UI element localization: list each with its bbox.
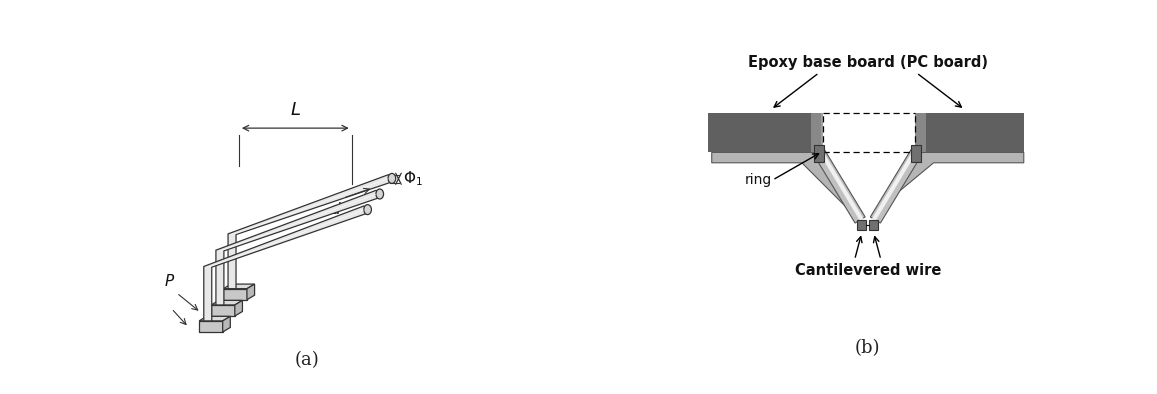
Polygon shape [872,151,916,221]
Text: (b): (b) [855,339,880,357]
Bar [815,145,825,162]
Polygon shape [235,300,243,316]
Bar [708,113,821,152]
Text: P: P [165,274,175,289]
Polygon shape [204,206,367,321]
Text: (a): (a) [294,351,319,369]
Polygon shape [872,152,1024,213]
Polygon shape [212,300,243,305]
Polygon shape [228,175,391,289]
Bar [914,113,1024,152]
Bar [811,113,823,152]
Bar [911,145,921,162]
Polygon shape [712,152,863,213]
Ellipse shape [363,204,371,215]
Bar [869,220,878,230]
Polygon shape [212,305,235,316]
Text: Epoxy base board (PC board): Epoxy base board (PC board) [747,55,988,70]
Text: $\Phi_1$: $\Phi_1$ [403,169,422,188]
Polygon shape [223,284,255,289]
Bar [914,113,926,152]
Polygon shape [216,190,379,305]
Text: d: d [330,203,339,217]
Polygon shape [819,151,863,221]
Bar [857,220,867,230]
Polygon shape [870,149,921,223]
Polygon shape [199,316,230,321]
Text: ring: ring [745,173,772,187]
Ellipse shape [388,173,396,183]
Polygon shape [815,149,865,223]
Text: L: L [290,102,301,119]
Text: Cantilevered wire: Cantilevered wire [795,263,941,278]
Polygon shape [222,316,230,332]
Polygon shape [199,321,222,332]
Ellipse shape [376,189,384,199]
Polygon shape [246,284,255,300]
Polygon shape [223,289,246,300]
